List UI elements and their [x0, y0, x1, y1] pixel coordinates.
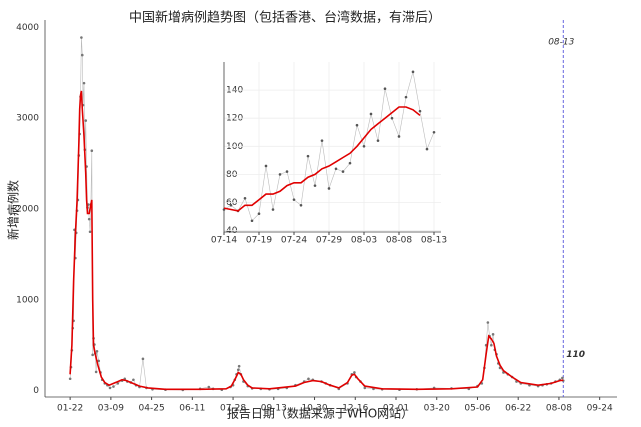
x-tick-label: 07-19 [246, 236, 272, 246]
data-point [84, 119, 88, 122]
data-point [243, 196, 247, 200]
data-point [355, 123, 359, 127]
data-point [236, 368, 240, 372]
data-point [80, 53, 84, 57]
x-tick-label: 12-16 [342, 404, 368, 414]
data-point [97, 359, 101, 363]
x-tick-label: 09-24 [587, 404, 613, 414]
data-point [237, 364, 241, 368]
data-point [418, 109, 422, 113]
data-point [334, 167, 338, 171]
data-point [250, 219, 254, 223]
data-point [397, 135, 401, 138]
data-point [285, 170, 289, 173]
data-point [292, 198, 296, 201]
data-point [327, 187, 331, 190]
trend-line [223, 106, 421, 212]
data-point [491, 333, 495, 336]
data-point [425, 147, 429, 151]
data-point [353, 371, 356, 374]
x-tick-label: 01-22 [57, 404, 83, 414]
x-tick-label: 08-13 [421, 236, 447, 246]
trend-line [69, 90, 564, 391]
data-point [313, 184, 317, 187]
data-point [376, 139, 380, 142]
x-tick-label: 06-22 [505, 404, 531, 414]
x-tick-label: 07-14 [211, 236, 237, 246]
reference-label: 08-13 [548, 38, 574, 48]
x-tick-label: 10-30 [301, 404, 327, 414]
data-point [68, 377, 72, 381]
data-point [87, 217, 91, 221]
data-point [278, 173, 282, 176]
data-point [132, 378, 135, 382]
x-tick-label: 07-28 [220, 404, 246, 414]
chart-title: 中国新增病例趋势图（包括香港、台湾数据，有滞后） [129, 10, 441, 26]
data-point [90, 149, 94, 153]
x-tick-label: 08-03 [351, 236, 377, 246]
data-point [561, 376, 564, 380]
x-tick-label: 03-20 [424, 404, 450, 414]
y-tick-label: 40 [226, 226, 238, 236]
data-point [348, 161, 352, 165]
y-tick-label: 3000 [16, 114, 39, 124]
x-tick-label: 06-11 [179, 404, 205, 414]
y-axis-label: 新增病例数 [6, 180, 21, 240]
data-point [320, 139, 324, 142]
y-tick-label: 4000 [16, 23, 39, 33]
x-tick-label: 04-25 [139, 404, 165, 414]
data-point [207, 385, 211, 389]
x-tick-label: 08-08 [546, 404, 572, 414]
value-annotation: 110 [566, 350, 585, 360]
data-point [369, 112, 373, 116]
data-point [264, 164, 268, 168]
data-point [299, 204, 303, 207]
y-tick-label: 60 [226, 198, 238, 208]
data-point [257, 212, 261, 216]
data-point [94, 370, 98, 374]
data-point [411, 70, 415, 74]
y-tick-label: 100 [226, 142, 243, 152]
data-point [432, 130, 436, 134]
data-point [95, 350, 99, 353]
data-point [112, 385, 115, 388]
data-point [490, 343, 493, 347]
y-tick-label: 140 [226, 86, 243, 96]
data-point [363, 386, 367, 390]
data-point [341, 170, 345, 173]
data-point [88, 230, 92, 234]
x-tick-label: 08-08 [386, 236, 412, 246]
x-tick-label: 02-01 [383, 404, 409, 414]
data-point [404, 95, 408, 99]
data-point [307, 377, 310, 381]
data-point [91, 353, 94, 357]
data-point [80, 36, 83, 39]
x-tick-label: 05-06 [464, 404, 490, 414]
data-point [82, 81, 86, 85]
data-point [108, 386, 112, 390]
x-tick-label: 07-24 [281, 236, 307, 246]
x-tick-label: 07-29 [316, 236, 342, 246]
data-point [390, 116, 394, 120]
x-axis-label: 报告日期（数据来源于WHO网站） [227, 406, 413, 421]
data-point [383, 87, 387, 90]
y-tick-label: 2000 [16, 204, 39, 214]
y-tick-label: 1000 [16, 295, 39, 305]
y-tick-label: 0 [33, 386, 39, 396]
x-tick-label: 03-09 [98, 404, 124, 414]
y-tick-label: 80 [226, 170, 238, 180]
y-tick-label: 120 [226, 114, 243, 124]
data-point [306, 154, 310, 158]
x-tick-label: 09-13 [261, 404, 287, 414]
data-point [141, 357, 145, 361]
data-point [271, 208, 275, 211]
data-point [486, 321, 490, 324]
data-point [229, 204, 233, 207]
data-point [362, 144, 366, 148]
